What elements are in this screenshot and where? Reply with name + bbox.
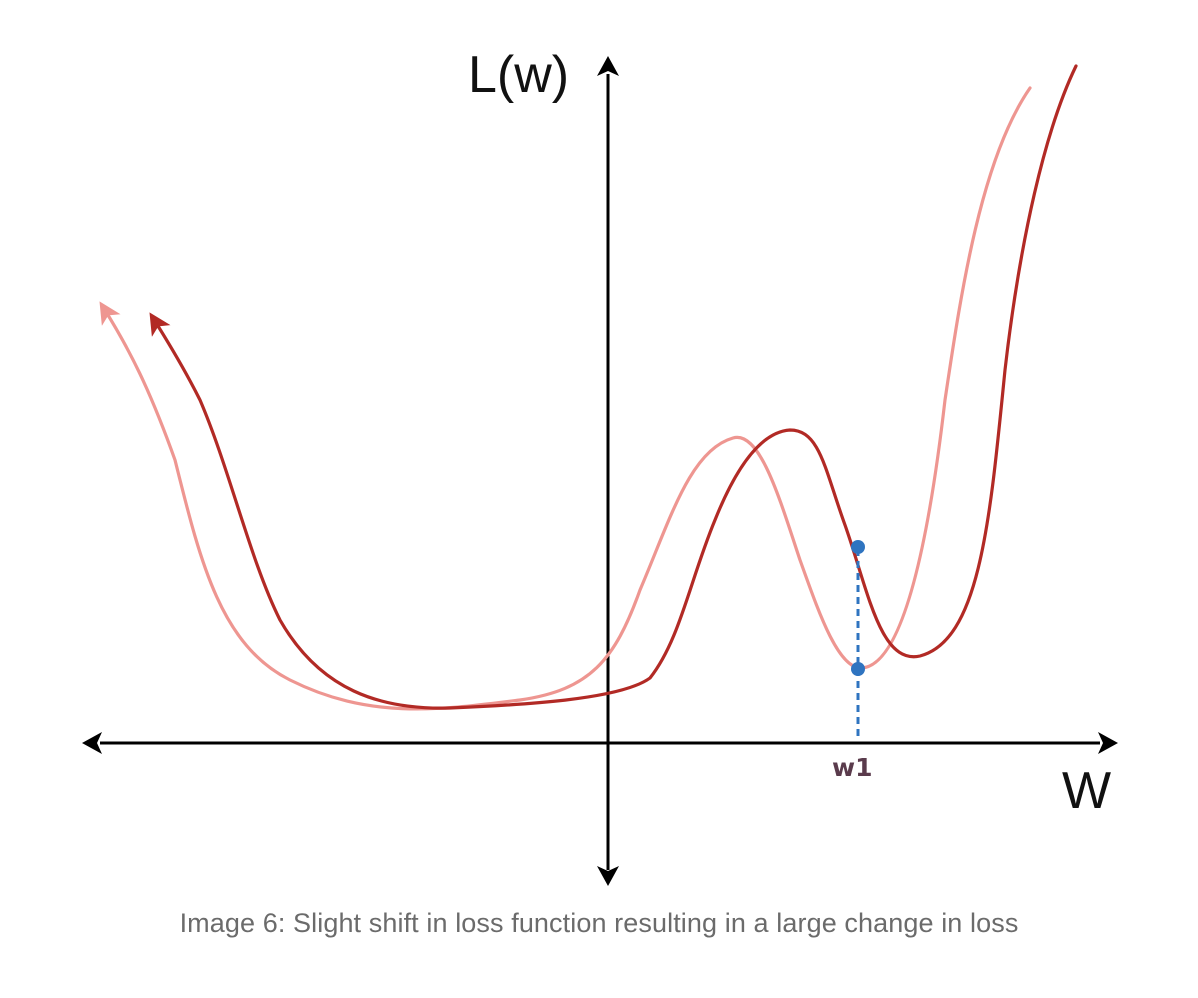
figure-caption: Image 6: Slight shift in loss function r… [179, 908, 1019, 938]
y-axis [597, 56, 619, 886]
x-axis [82, 732, 1118, 754]
shifted-loss-curve [99, 86, 1032, 711]
loss-landscape-diagram: L(w) W w1 [82, 46, 1118, 886]
original-curve-point-at-w1 [851, 540, 865, 554]
x-axis-left-arrowhead [82, 732, 102, 754]
y-axis-title: L(w) [468, 46, 569, 104]
y-axis-bottom-arrowhead [597, 866, 619, 886]
x-axis-title: W [1062, 762, 1111, 820]
w1-label: w1 [832, 753, 873, 782]
x-axis-right-arrowhead [1098, 732, 1118, 754]
y-axis-top-arrowhead [597, 56, 619, 76]
original-loss-curve [149, 64, 1078, 710]
shifted-curve-point-at-w1 [851, 662, 865, 676]
